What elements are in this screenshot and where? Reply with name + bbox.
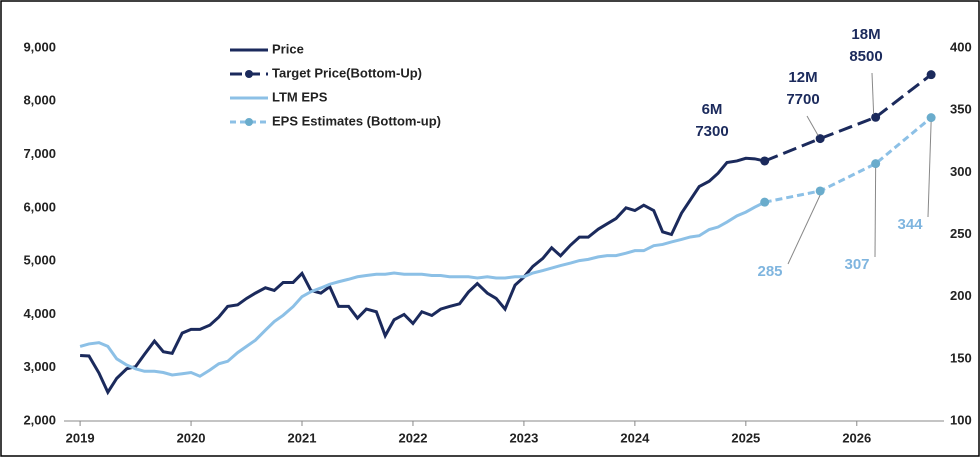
annotation: 18M	[851, 26, 880, 43]
annotation: 7300	[695, 123, 728, 140]
data-label: 307	[844, 256, 869, 273]
marker	[871, 112, 881, 122]
y2-tick-label: 150	[950, 350, 972, 365]
y-tick-label: 9,000	[23, 39, 56, 54]
legend-marker	[245, 70, 253, 78]
y2-tick-label: 250	[950, 226, 972, 241]
y-tick-label: 2,000	[23, 412, 56, 427]
annotation: 12M	[788, 69, 817, 86]
y-tick-label: 3,000	[23, 359, 56, 374]
leader-line	[871, 72, 875, 115]
leader-line	[874, 167, 877, 258]
annotation: 6M	[702, 101, 723, 118]
legend-label: Target Price(Bottom-Up)	[272, 65, 422, 80]
x-tick-label: 2026	[842, 430, 871, 445]
marker	[926, 113, 936, 123]
y2-tick-label: 300	[950, 164, 972, 179]
y-tick-label: 7,000	[23, 146, 56, 161]
marker	[760, 197, 770, 207]
marker	[815, 134, 825, 144]
leader-line	[927, 121, 932, 218]
line-dashed	[764, 73, 933, 163]
annotation: 8500	[849, 48, 882, 65]
line-solid	[80, 156, 766, 396]
x-tick-label: 2019	[66, 430, 95, 445]
x-tick-label: 2020	[177, 430, 206, 445]
x-tick-label: 2021	[288, 430, 317, 445]
legend-marker	[245, 118, 253, 126]
y-tick-label: 8,000	[23, 93, 56, 108]
leader-line	[806, 115, 819, 136]
y2-tick-label: 100	[950, 412, 972, 427]
legend-label: EPS Estimates (Bottom-up)	[272, 113, 441, 128]
annotation: 7700	[786, 91, 819, 108]
line-dashed	[764, 116, 933, 204]
marker	[926, 70, 936, 80]
data-label: 344	[897, 216, 923, 233]
marker	[871, 159, 881, 169]
data-label: 285	[757, 263, 782, 280]
x-tick-label: 2022	[399, 430, 428, 445]
line-solid	[79, 200, 766, 378]
marker	[815, 186, 825, 196]
y2-tick-label: 200	[950, 288, 972, 303]
legend-label: LTM EPS	[272, 89, 328, 104]
marker	[760, 156, 770, 166]
y2-tick-label: 400	[950, 39, 972, 54]
x-tick-label: 2024	[620, 430, 650, 445]
y-tick-label: 6,000	[23, 199, 56, 214]
y-tick-label: 5,000	[23, 253, 56, 268]
leader-line	[787, 194, 821, 265]
x-tick-label: 2023	[509, 430, 538, 445]
y2-tick-label: 350	[950, 102, 972, 117]
y-tick-label: 4,000	[23, 306, 56, 321]
legend-label: Price	[272, 41, 304, 56]
x-tick-label: 2025	[731, 430, 760, 445]
